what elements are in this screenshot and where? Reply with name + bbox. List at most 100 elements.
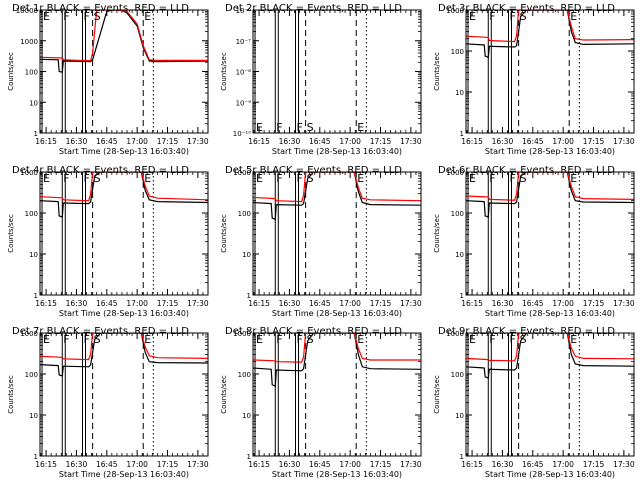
series-events-line (40, 172, 208, 218)
event-marker-label: E (43, 10, 50, 23)
x-tick-label: 16:30 (279, 460, 301, 469)
series-events-line (466, 333, 634, 379)
event-marker-label: F (84, 172, 90, 185)
x-tick-label: 16:15 (248, 299, 270, 308)
plot-frame (39, 9, 209, 134)
series-lld-line (40, 333, 208, 361)
x-tick-label: 17:15 (157, 460, 179, 469)
x-tick-label: 16:30 (492, 460, 514, 469)
y-tick-label: 100 (451, 210, 464, 218)
y-tick-label: 10 (455, 89, 464, 97)
event-marker-label: E (469, 172, 476, 185)
y-tick-label: 10 (242, 251, 251, 259)
series-lld-line (466, 333, 634, 362)
panel-title: Det 6r BLACK = Events, RED = LLD (438, 165, 615, 176)
event-marker-label: S (307, 172, 314, 185)
x-tick-label: 17:00 (339, 299, 361, 308)
y-axis-label: Counts/sec (7, 52, 15, 91)
x-tick-label: 17:30 (187, 137, 209, 146)
event-marker-label: F (510, 10, 516, 23)
y-tick-label: 1000 (446, 7, 464, 15)
y-axis-label: Counts/sec (220, 52, 228, 91)
panel-data (466, 172, 634, 295)
panel-title: Det 7r BLACK = Events, RED = LLD (12, 326, 189, 337)
panel-det-6: Det 6r BLACK = Events, RED = LLD 1 10 100 10… (433, 165, 635, 318)
y-tick-label: 1 (460, 130, 464, 138)
x-tick-label: 16:30 (279, 299, 301, 308)
x-tick-label: 16:45 (96, 137, 118, 146)
series-events-line (40, 333, 208, 377)
x-axis-label: Start Time (28-Sep-13 16:03:40) (272, 147, 402, 156)
event-marker-label: F (63, 172, 69, 185)
y-tick-label: 10⁻¹⁰ (233, 130, 251, 138)
event-marker-label: F (297, 172, 303, 185)
x-tick-label: 17:15 (583, 137, 605, 146)
panel-data (253, 172, 421, 295)
plot-frame (465, 332, 635, 457)
panel-det-4: Det 4r BLACK = Events, RED = LLD 1 10 100 10… (7, 165, 209, 318)
x-axis-label: Start Time (28-Sep-13 16:03:40) (485, 309, 615, 318)
x-tick-label: 17:15 (157, 299, 179, 308)
x-tick-label: 17:15 (157, 137, 179, 146)
panel-data (253, 333, 421, 456)
x-tick-label: 17:00 (552, 137, 574, 146)
event-marker-label: E (144, 10, 151, 23)
x-tick-label: 16:15 (461, 299, 483, 308)
series-lld-line (466, 10, 634, 43)
x-tick-label: 17:15 (370, 137, 392, 146)
y-tick-label: 10⁻⁸ (236, 69, 252, 77)
x-axis-label: Start Time (28-Sep-13 16:03:40) (272, 470, 402, 479)
x-tick-label: 17:30 (400, 299, 422, 308)
panel-det-7: Det 7r BLACK = Events, RED = LLD 1 10 100 10… (7, 326, 209, 479)
event-marker-label: F (276, 121, 282, 134)
y-tick-label: 10⁻⁶ (236, 7, 252, 15)
x-tick-label: 16:30 (492, 299, 514, 308)
event-marker-label: S (307, 121, 314, 134)
series-events-line (253, 333, 421, 388)
series-lld-line (466, 172, 634, 201)
x-tick-label: 17:30 (187, 460, 209, 469)
y-tick-label: 100 (451, 371, 464, 379)
y-tick-label: 1 (34, 292, 38, 300)
x-tick-label: 16:15 (35, 299, 57, 308)
y-tick-label: 10 (455, 412, 464, 420)
x-tick-label: 17:30 (400, 460, 422, 469)
event-marker-label: S (94, 333, 101, 346)
y-tick-label: 10 (29, 412, 38, 420)
x-tick-label: 16:30 (66, 460, 88, 469)
x-axis-label: Start Time (28-Sep-13 16:03:40) (59, 147, 189, 156)
panel-title: Det 1r BLACK = Events, RED = LLD (12, 3, 189, 14)
x-tick-label: 16:15 (35, 460, 57, 469)
x-tick-label: 16:15 (461, 460, 483, 469)
x-tick-label: 17:00 (339, 460, 361, 469)
y-tick-label: 1000 (20, 38, 38, 46)
y-axis-label: Counts/sec (220, 214, 228, 253)
y-axis-label: Counts/sec (433, 375, 441, 414)
event-marker-label: F (276, 333, 282, 346)
x-axis-label: Start Time (28-Sep-13 16:03:40) (59, 470, 189, 479)
y-tick-label: 1 (460, 453, 464, 461)
event-marker-label: S (520, 172, 527, 185)
panel-det-3: Det 3r BLACK = Events, RED = LLD 1 10 100 10… (433, 3, 635, 156)
x-tick-label: 16:45 (309, 299, 331, 308)
event-marker-label: F (63, 10, 69, 23)
y-tick-label: 1000 (233, 169, 251, 177)
event-marker-label: S (94, 172, 101, 185)
x-tick-label: 16:30 (66, 299, 88, 308)
y-tick-label: 1000 (20, 330, 38, 338)
event-marker-label: E (43, 172, 50, 185)
x-tick-label: 17:30 (187, 299, 209, 308)
x-tick-label: 16:45 (96, 460, 118, 469)
panel-data (466, 10, 634, 133)
event-marker-label: E (570, 333, 577, 346)
event-marker-label: F (510, 172, 516, 185)
y-tick-label: 1000 (20, 169, 38, 177)
event-marker-label: E (144, 333, 151, 346)
y-axis-label: Counts/sec (220, 375, 228, 414)
y-tick-label: 10 (242, 412, 251, 420)
y-tick-label: 10 (29, 99, 38, 107)
x-tick-label: 17:15 (583, 460, 605, 469)
y-tick-label: 100 (25, 210, 38, 218)
plot-frame (465, 9, 635, 134)
y-tick-label: 100 (25, 371, 38, 379)
